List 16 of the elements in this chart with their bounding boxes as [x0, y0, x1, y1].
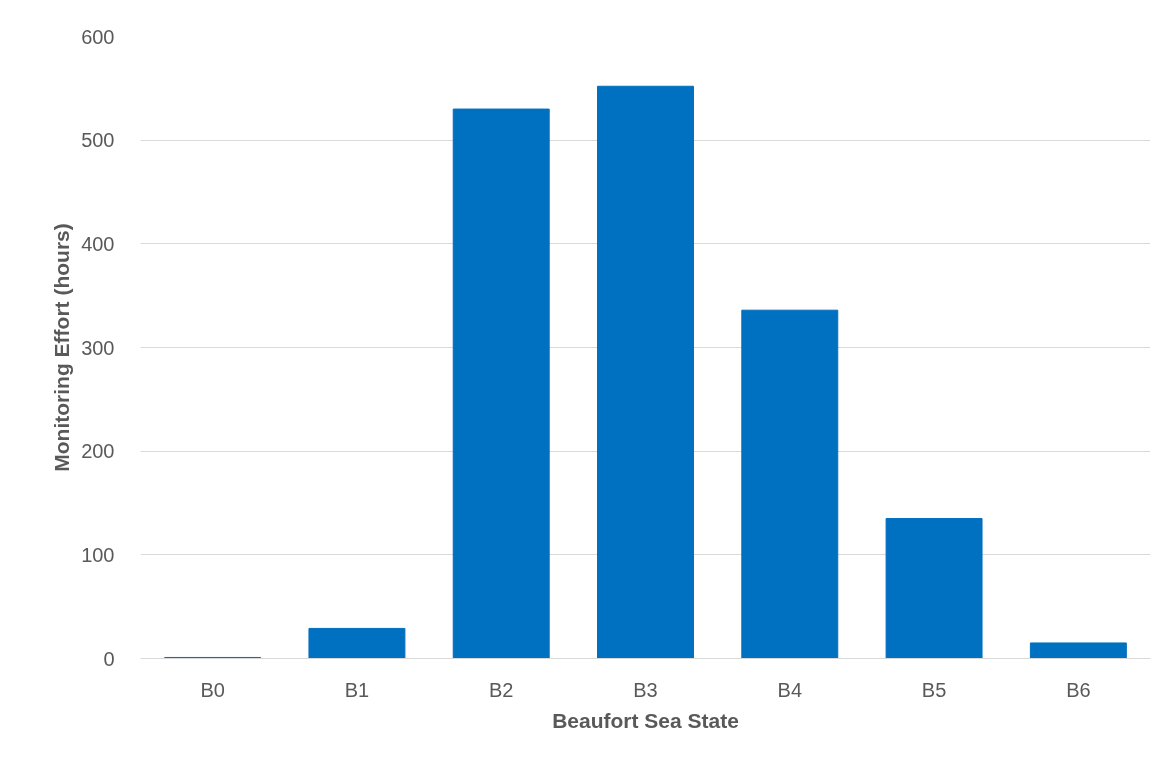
- x-tick-label: B0: [200, 678, 225, 701]
- y-tick-label: 300: [81, 336, 115, 359]
- y-tick-label: 200: [81, 440, 115, 463]
- x-axis-title: Beaufort Sea State: [552, 708, 739, 732]
- y-tick-label: 500: [81, 129, 115, 152]
- y-tick-label: 100: [81, 543, 115, 566]
- y-tick-label: 0: [103, 647, 115, 670]
- x-tick-label: B3: [633, 678, 658, 701]
- y-tick-label: 600: [81, 25, 115, 48]
- x-tick-label: B4: [777, 678, 803, 701]
- x-tick-label: B1: [344, 678, 370, 701]
- x-tick-label: B5: [921, 678, 947, 701]
- y-tick-label: 400: [81, 232, 115, 255]
- x-tick-label: B6: [1066, 678, 1091, 701]
- x-tick-label: B2: [488, 678, 514, 701]
- y-axis-title: Monitoring Effort (hours): [50, 223, 74, 472]
